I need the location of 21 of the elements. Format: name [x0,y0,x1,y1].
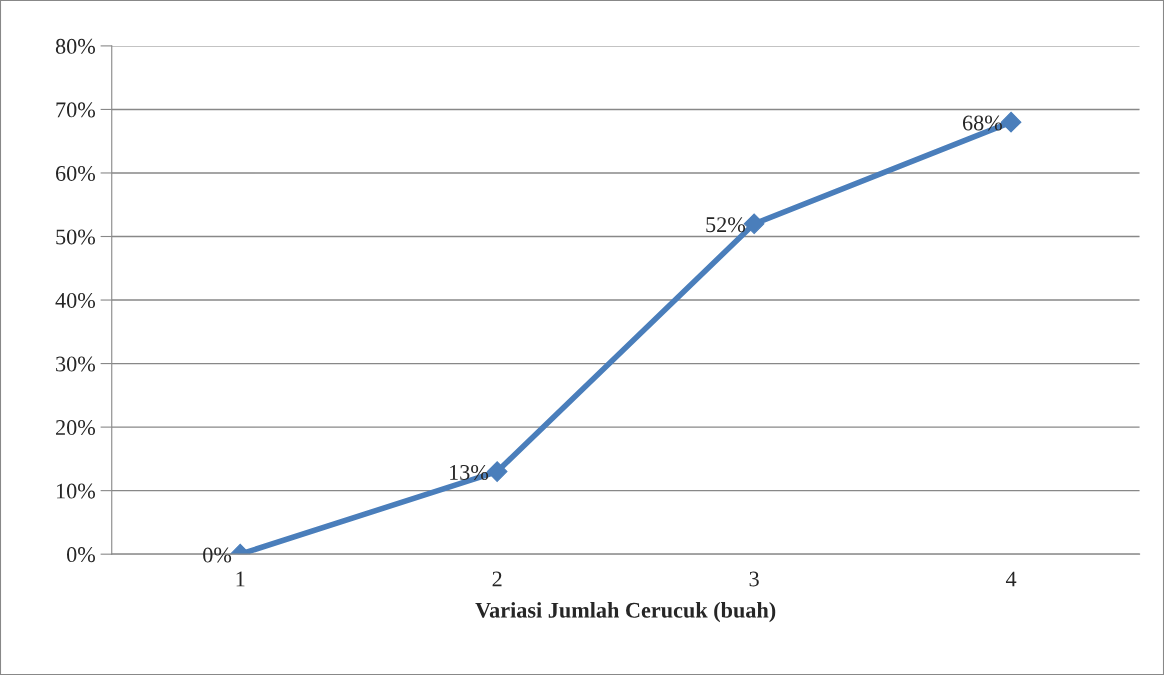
data-label: 52% [706,217,746,233]
x-axis-title: Variasi Jumlah Cerucuk (buah) [475,602,776,623]
data-label: 13% [450,464,489,480]
y-tick-label: 0% [67,547,96,563]
point [743,213,765,235]
y-tick-label: 20% [56,420,96,436]
y-tick-label: 30% [56,356,96,372]
y-tick-label: 50% [56,229,96,245]
point [1000,111,1022,133]
x-tick-label: 2 [492,571,502,587]
y-tick-label: 80% [55,38,96,54]
x-tick-label: 3 [749,571,759,587]
y-tick-label: 60% [55,165,96,181]
x-tick-label: 1 [236,571,245,587]
x-tick-label: 4 [1005,571,1017,587]
data-label: 68% [962,115,1002,131]
y-tick-label: 40% [55,292,96,309]
y-tick-label: 70% [56,102,96,118]
data-label: 0% [203,547,232,563]
point [486,461,508,482]
y-tick-label: 10% [56,483,96,499]
